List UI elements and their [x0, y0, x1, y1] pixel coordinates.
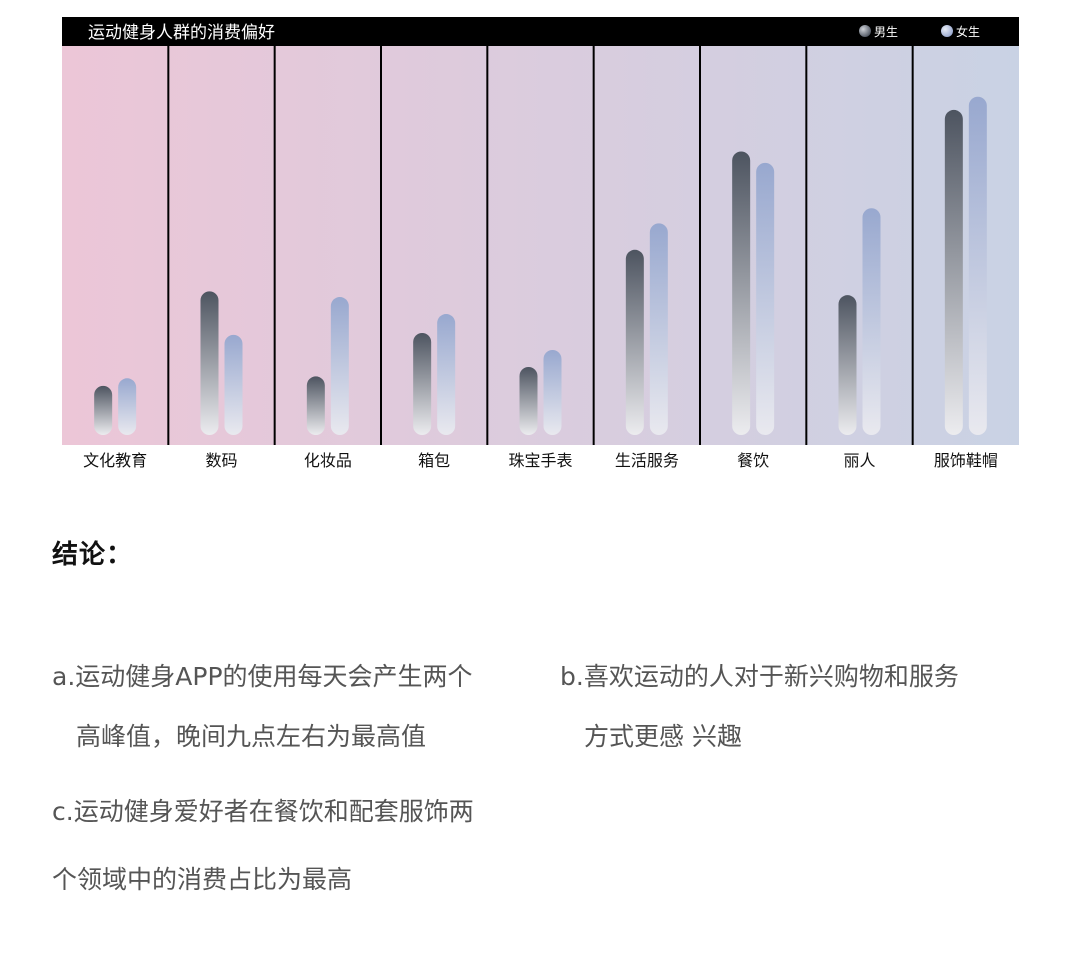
- x-tick-label: 生活服务: [615, 451, 679, 470]
- bar-male-1: [94, 385, 113, 435]
- chart-svg: 运动健身人群的消费偏好 男生 女生 文化教育 数码 化妆品 箱包 珠宝手表 生活服务 餐饮 丽…: [62, 17, 1019, 470]
- bar-female-5: [543, 349, 562, 435]
- point-b-line1: b.喜欢运动的人对于新兴购物和服务: [560, 662, 959, 691]
- x-tick-label: 数码: [205, 451, 237, 470]
- x-tick-label: 箱包: [418, 451, 450, 470]
- x-tick-label: 化妆品: [304, 451, 352, 470]
- bar-male-7: [732, 151, 751, 435]
- bar-male-9: [944, 109, 963, 436]
- legend-male-label: 男生: [874, 25, 898, 39]
- bar-female-4: [437, 314, 456, 435]
- bar-male-3: [306, 376, 325, 435]
- conclusion-point-c: c.运动健身爱好者在餐饮和配套服饰两 个领域中的消费占比为最高: [52, 725, 572, 967]
- conclusion-point-b: b.喜欢运动的人对于新兴购物和服务 方式更感 兴趣: [560, 587, 1030, 827]
- point-c-line2: 个领域中的消费占比为最高: [52, 865, 353, 894]
- point-a-line1: a.运动健身APP的使用每天会产生两个: [52, 662, 473, 691]
- bar-female-8: [862, 208, 881, 435]
- x-tick-label: 珠宝手表: [508, 451, 572, 470]
- chart-title: 运动健身人群的消费偏好: [88, 23, 275, 43]
- legend-female-label: 女生: [956, 24, 980, 39]
- conclusion-point-a: a.运动健身APP的使用每天会产生两个 高峰值，晚间九点左右为最高值: [52, 587, 542, 827]
- point-c-line1: c.运动健身爱好者在餐饮和配套服饰两: [52, 797, 474, 826]
- bar-female-1: [118, 378, 137, 435]
- bar-male-4: [413, 332, 432, 435]
- bar-female-7: [756, 162, 775, 435]
- x-tick-label: 文化教育: [83, 451, 147, 470]
- legend-female-marker: [941, 25, 953, 37]
- point-b-line2: 方式更感 兴趣: [584, 722, 742, 751]
- conclusion-title: 结论：: [52, 540, 134, 570]
- bar-female-2: [224, 334, 243, 435]
- chart: 运动健身人群的消费偏好 男生 女生 文化教育 数码 化妆品 箱包 珠宝手表 生活服务 餐饮 丽…: [62, 17, 1019, 477]
- bar-male-8: [838, 295, 857, 435]
- bar-female-3: [330, 297, 349, 435]
- bar-male-5: [519, 366, 538, 435]
- x-tick-label: 服饰鞋帽: [934, 451, 998, 470]
- bar-female-9: [968, 96, 987, 435]
- bar-male-6: [625, 249, 644, 435]
- point-a-line2: 高峰值，晚间九点左右为最高值: [76, 722, 427, 751]
- plot-background: [62, 45, 1019, 445]
- legend-male-marker: [859, 25, 871, 37]
- x-tick-label: 丽人: [843, 451, 875, 470]
- x-tick-label: 餐饮: [737, 451, 769, 470]
- bar-male-2: [200, 291, 219, 435]
- bar-female-6: [649, 223, 668, 435]
